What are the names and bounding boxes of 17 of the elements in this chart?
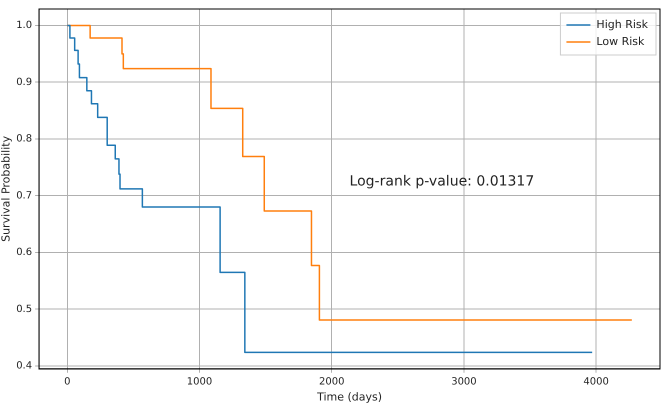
y-tick-label: 0.6 [16, 247, 32, 258]
y-tick-label: 1.0 [16, 20, 32, 32]
y-tick-label: 0.7 [16, 190, 32, 202]
x-tick-label: 4000 [583, 376, 609, 388]
x-tick-label: 0 [64, 376, 70, 388]
x-tick-label: 3000 [451, 376, 477, 388]
legend-label: High Risk [596, 18, 649, 31]
y-axis-title: Survival Probability [0, 135, 12, 242]
x-tick-label: 1000 [186, 376, 212, 388]
y-tick-label: 0.9 [16, 76, 32, 88]
legend-label: Low Risk [596, 34, 646, 48]
y-tick-label: 0.8 [16, 134, 32, 145]
y-tick-label: 0.4 [16, 360, 32, 372]
x-tick-label: 2000 [318, 376, 344, 388]
y-tick-label: 0.5 [16, 304, 32, 315]
x-axis-title: Time (days) [316, 390, 382, 404]
annotation: Log-rank p-value: 0.01317 [350, 173, 534, 190]
